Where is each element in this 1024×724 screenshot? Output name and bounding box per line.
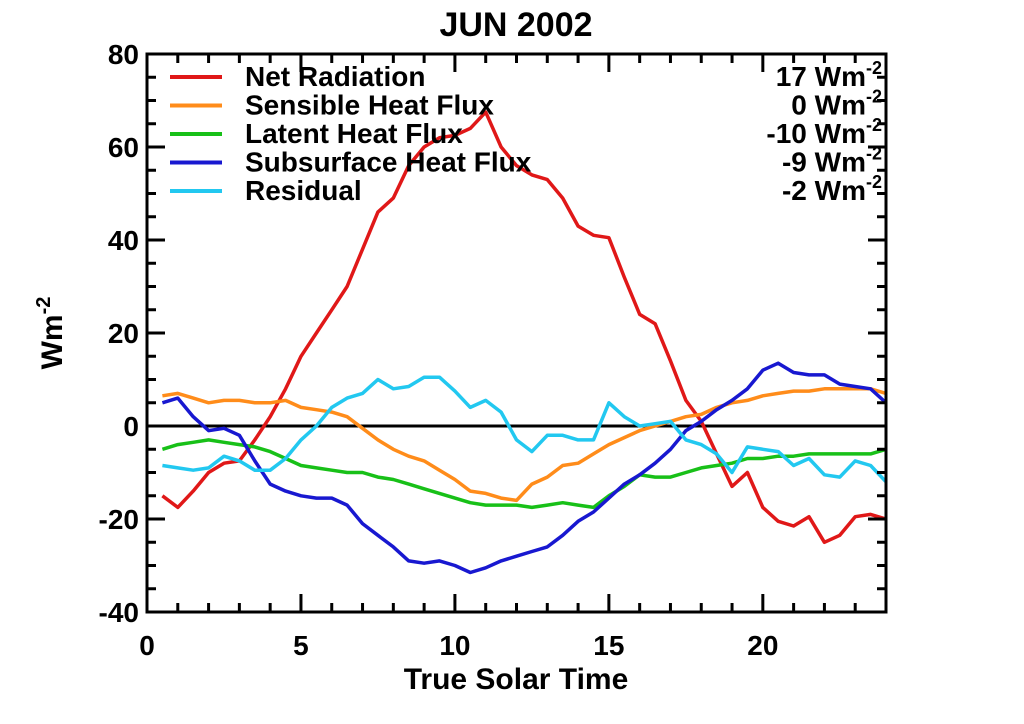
- y-tick-label: 80: [108, 39, 139, 70]
- x-tick-label: 0: [139, 630, 155, 661]
- legend-label: Net Radiation: [245, 61, 425, 92]
- x-tick-label: 15: [593, 630, 624, 661]
- y-tick-label: 20: [108, 318, 139, 349]
- x-tick-label: 5: [293, 630, 309, 661]
- legend-value: 0 Wm-2: [791, 87, 882, 121]
- legend-value: -10 Wm-2: [766, 115, 882, 149]
- legend-label: Subsurface Heat Flux: [245, 147, 532, 178]
- plot-area: [147, 110, 888, 575]
- legend: Net Radiation 17 Wm-2 Sensible Heat Flux 0 …: [170, 58, 882, 206]
- series-line-4: [162, 375, 888, 484]
- legend-value: -2 Wm-2: [782, 172, 882, 206]
- legend-label: Sensible Heat Flux: [245, 90, 494, 121]
- y-tick-label: 60: [108, 132, 139, 163]
- y-tick-label: -40: [99, 597, 139, 628]
- y-axis-label: Wm-2: [33, 297, 69, 370]
- legend-label: Residual: [245, 175, 362, 206]
- chart-title: JUN 2002: [439, 6, 592, 44]
- axis-ticks: 0 5 10 15 20 -40 -20 0 20 40 60 80: [99, 39, 888, 661]
- x-tick-label: 10: [439, 630, 470, 661]
- y-tick-label: 0: [123, 411, 139, 442]
- series-line-2: [161, 438, 887, 510]
- y-tick-label: -20: [99, 504, 139, 535]
- legend-value: -9 Wm-2: [782, 144, 882, 178]
- x-tick-label: 20: [747, 630, 778, 661]
- legend-label: Latent Heat Flux: [245, 118, 463, 149]
- series-line-3: [161, 361, 888, 575]
- series-line-0: [161, 110, 887, 545]
- series-line-1: [162, 387, 887, 503]
- legend-value: 17 Wm-2: [776, 58, 882, 92]
- y-tick-label: 40: [108, 225, 139, 256]
- x-axis-label: True Solar Time: [404, 663, 629, 696]
